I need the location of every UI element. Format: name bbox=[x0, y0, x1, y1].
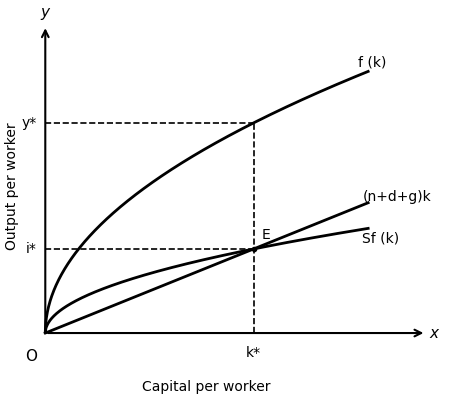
Text: y: y bbox=[41, 4, 50, 19]
Text: k*: k* bbox=[246, 346, 261, 360]
Text: (n+d+g)k: (n+d+g)k bbox=[362, 190, 431, 204]
Text: E: E bbox=[262, 228, 270, 242]
Text: i*: i* bbox=[26, 242, 37, 256]
Text: Sf (k): Sf (k) bbox=[362, 232, 400, 246]
Text: f (k): f (k) bbox=[359, 55, 387, 70]
Text: x: x bbox=[429, 326, 438, 341]
Text: y*: y* bbox=[22, 116, 37, 130]
Text: Output per worker: Output per worker bbox=[5, 123, 19, 250]
Text: O: O bbox=[25, 349, 37, 364]
Text: Capital per worker: Capital per worker bbox=[143, 380, 271, 394]
